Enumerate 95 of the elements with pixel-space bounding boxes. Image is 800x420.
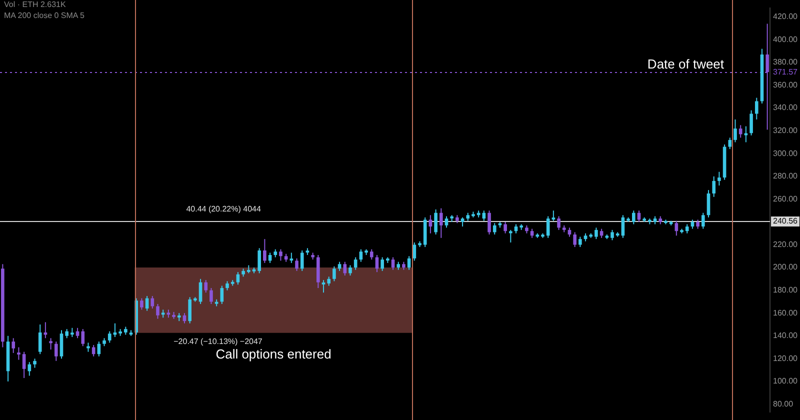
candlestick [685,224,689,234]
y-tick-label: 380.00 [773,58,798,67]
candlestick [279,248,282,262]
candlestick [81,328,85,347]
y-tick-label: 140.00 [773,331,798,340]
candlestick [706,190,710,218]
candlestick [188,296,192,324]
candlestick [578,236,582,248]
candlestick [428,214,432,234]
y-tick-label: 400.00 [773,34,798,44]
ref-line-label: 240.56 [773,216,798,226]
candlestick [557,216,560,230]
candlestick [38,324,42,355]
y-tick-label: 120.00 [773,354,798,363]
candlestick [460,216,464,228]
candlestick [600,228,604,238]
band-label: Call options entered [216,346,332,362]
candlestick [696,219,700,230]
candlestick [226,280,229,291]
candlestick [295,258,298,272]
candlestick [327,276,331,286]
y-tick-label: 260.00 [773,194,798,204]
candlestick [750,110,753,136]
y-tick-label: 360.00 [773,80,798,90]
candlestick [380,256,384,272]
y-tick-label: 340.00 [773,103,798,112]
y-tick-label: 320.00 [773,126,798,136]
candlestick [65,328,68,339]
ref-line-label: 371.57 [773,68,798,77]
candlestick [332,266,336,282]
y-tick-label: 220.00 [773,240,798,249]
candlestick [444,216,448,228]
candlestick [573,232,576,248]
candlestick [210,288,213,304]
candlestick [12,338,16,354]
candlestick [220,285,224,304]
candlestick [359,248,363,262]
candlestick [156,303,160,320]
candlestick [76,327,80,339]
candlestick [370,248,374,260]
candlestick [718,171,721,186]
y-tick-label: 200.00 [773,262,798,272]
candlestick [594,227,598,240]
candlestick [492,222,496,235]
annotation: −20.47 (−10.13%) −2047 [174,337,263,346]
annotation: Date of tweet [647,56,724,72]
candlestick [734,118,737,143]
annotation: MA 200 close 0 SMA 5 [4,11,86,20]
candlestick [258,248,261,274]
y-tick-label: 420.00 [773,12,798,22]
candlestick [140,298,144,310]
y-tick-label: 280.00 [773,172,798,181]
candlestick [530,228,534,238]
candlestick [632,210,636,225]
annotation: Vol · ETH 2.631K [4,0,66,10]
y-tick-label: 100.00 [773,376,798,386]
y-tick-label: 80.00 [773,399,794,408]
candlestick [49,338,52,350]
candlestick [488,210,491,235]
candlestick [702,212,705,230]
candlestick [150,296,154,310]
candlestick [504,221,507,234]
candlestick [70,327,74,338]
candlestick [728,137,732,150]
candlestick [54,341,58,362]
candlestick [86,342,90,352]
candlestick [60,330,64,360]
candlestick [434,208,438,235]
candlestick [300,250,304,272]
candlestick [348,264,352,276]
candlestick [263,238,266,264]
candlestick [514,224,518,234]
candlestick [610,229,614,241]
candlestick [17,346,20,360]
annotation: 40.44 (20.22%) 4044 [186,204,262,214]
candlestick [338,261,342,272]
candlestick [22,351,26,379]
candlestick [354,256,358,270]
y-tick-label: 300.00 [773,148,798,158]
candlestick [754,97,758,120]
candlestick [108,330,112,344]
candlestick [343,261,347,276]
candlestick [391,256,395,270]
candlestick [690,219,694,230]
candlestick [674,220,678,236]
y-tick-label: 160.00 [773,308,798,318]
candlestick [439,208,443,238]
candlestick [204,280,208,294]
candlestick [546,216,550,238]
candlestick [712,176,716,198]
candlestick [509,229,512,243]
candlestick [33,358,36,368]
candlestick [236,272,240,286]
candlestick [568,227,572,238]
y-tick-label: 180.00 [773,286,798,295]
